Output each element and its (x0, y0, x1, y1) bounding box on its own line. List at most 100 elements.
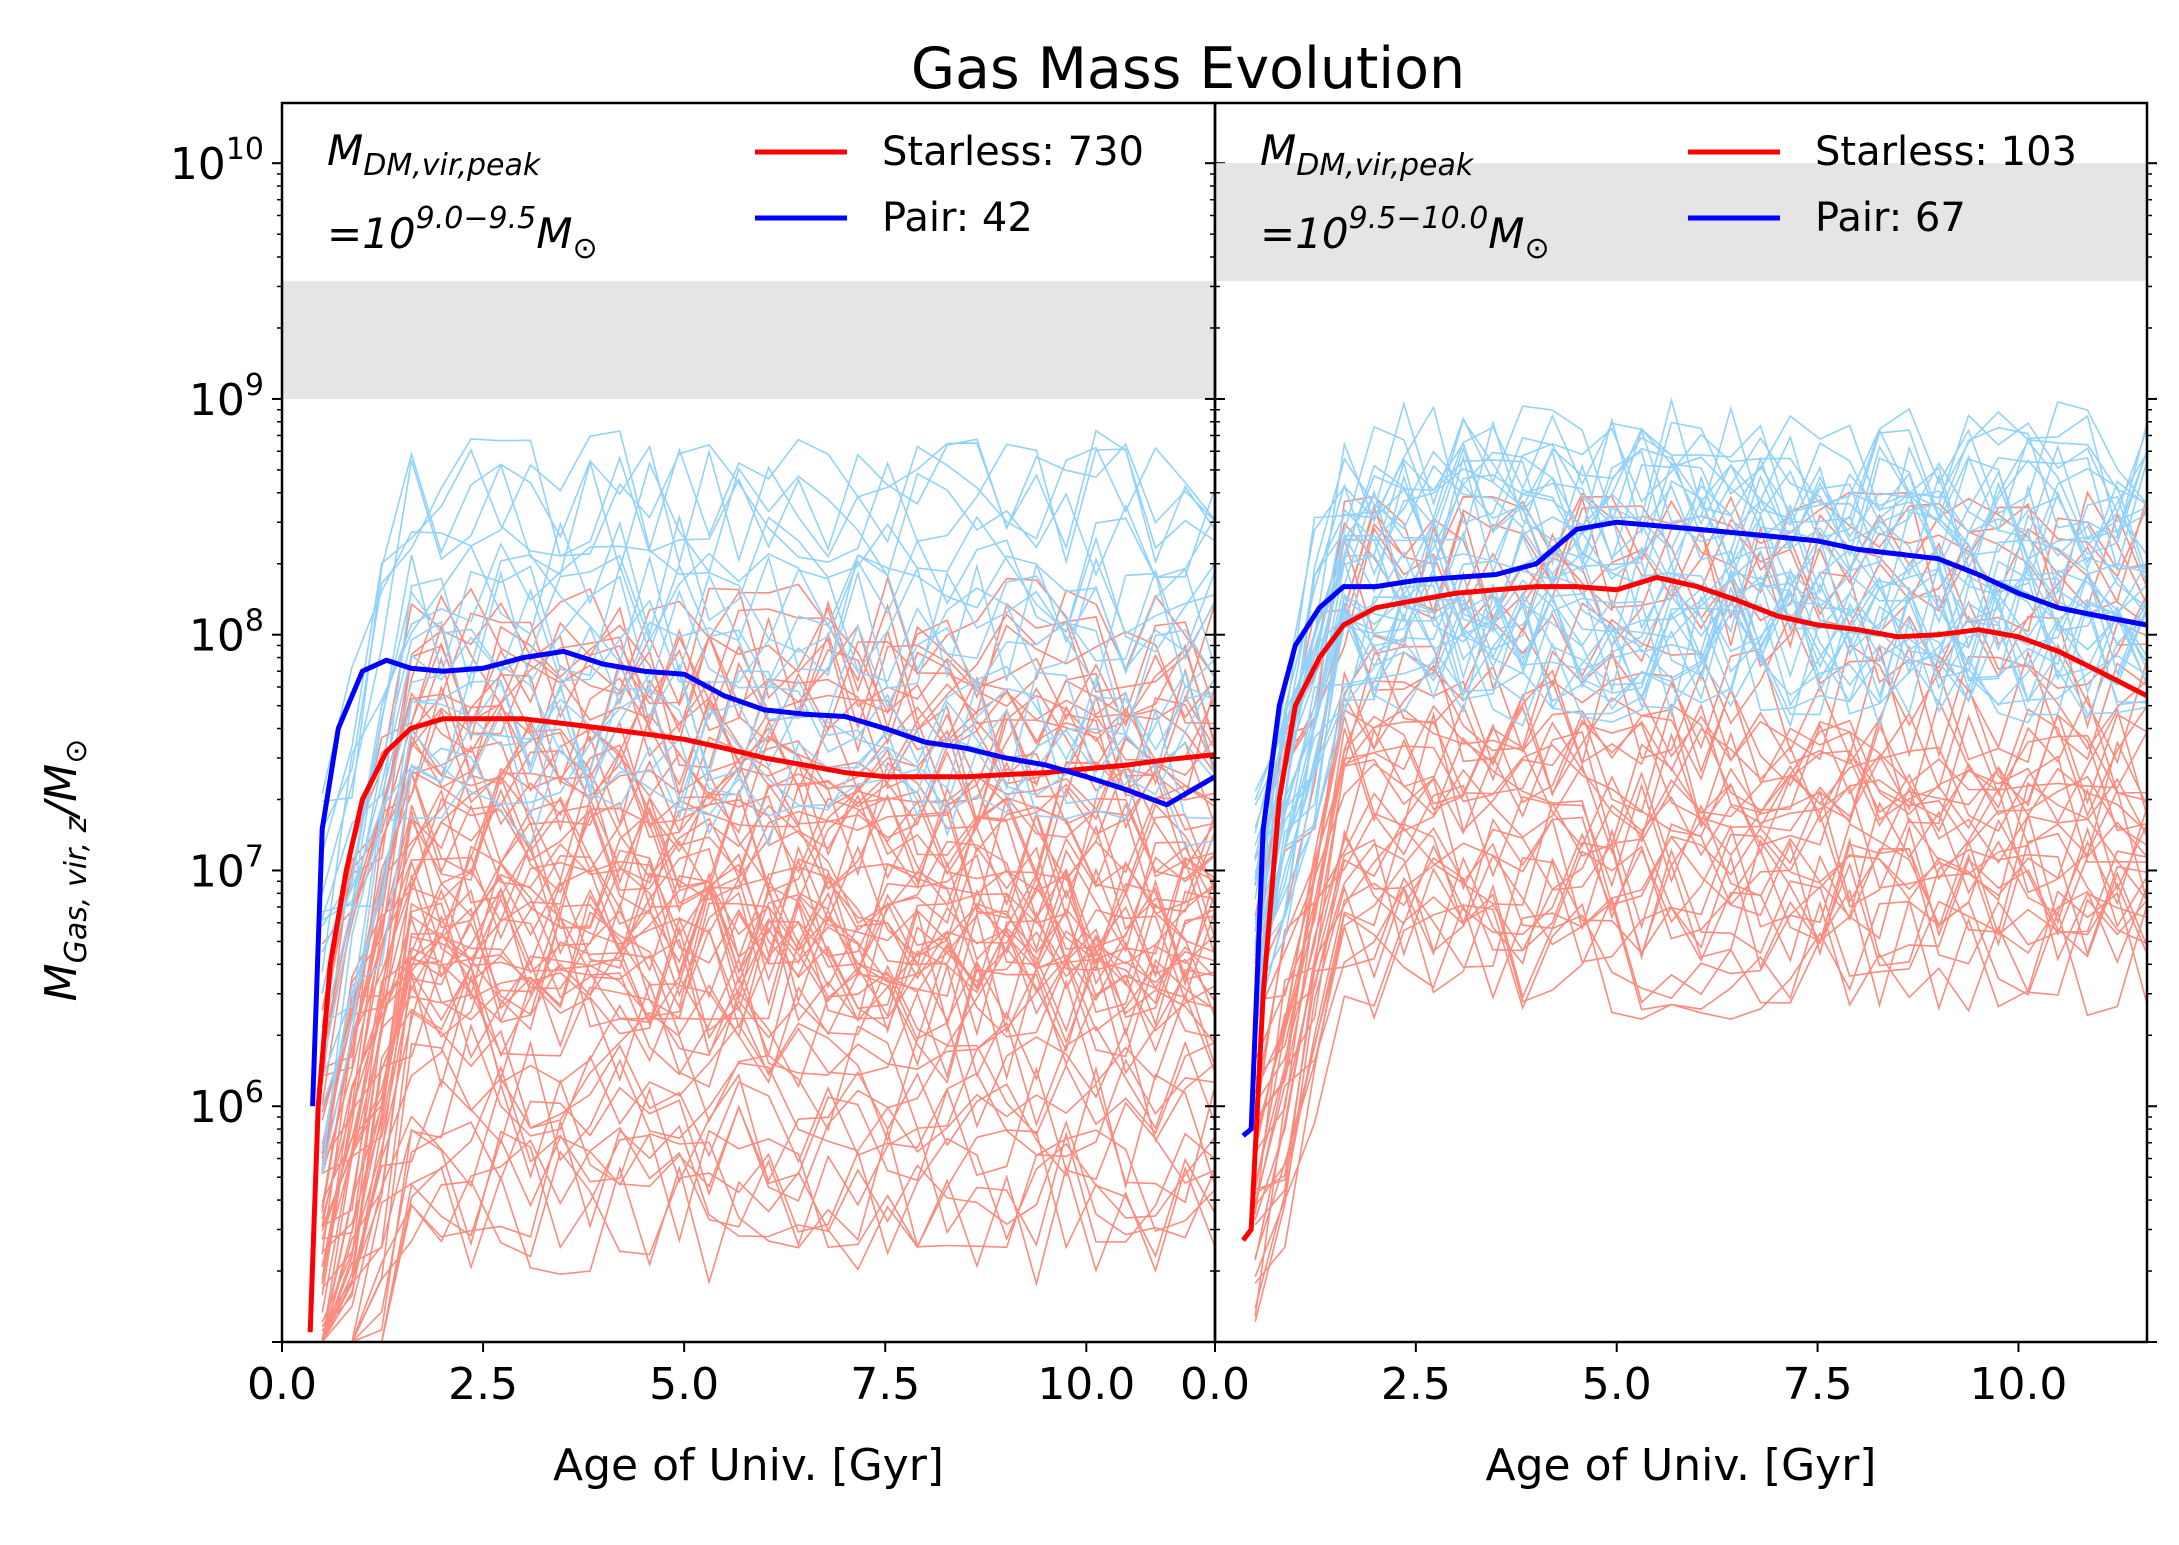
y-tick-label: 109 (189, 368, 264, 426)
y-tick-label: 107 (189, 839, 264, 897)
galaxy-track (322, 1127, 1216, 1343)
galaxy-track (321, 552, 1216, 992)
galaxy-track (1254, 684, 2148, 1143)
galaxy-track (321, 663, 1216, 1025)
galaxy-track (321, 587, 1216, 945)
galaxy-track (1254, 898, 2148, 1284)
galaxy-track (321, 840, 1216, 1280)
pair-mean-line (310, 648, 1217, 1107)
galaxy-track (321, 575, 1216, 1043)
galaxy-track (1254, 776, 2148, 1152)
galaxy-track (1254, 607, 2148, 963)
galaxy-track (1254, 842, 2148, 1309)
x-tick-label: 2.5 (1381, 1359, 1451, 1410)
galaxy-track (1254, 801, 2148, 1261)
galaxy-track (321, 968, 1216, 1328)
x-tick-label: 2.5 (448, 1359, 518, 1410)
galaxy-track (1254, 744, 2148, 1215)
galaxy-track (321, 874, 1216, 1285)
galaxy-track (322, 1137, 1216, 1343)
x-tick-label: 10.0 (1037, 1359, 1135, 1410)
galaxy-track (1254, 781, 2148, 1138)
galaxy-track (321, 810, 1216, 1267)
galaxy-track (322, 1039, 1216, 1343)
galaxy-track (321, 459, 1216, 894)
x-tick-label: 7.5 (850, 1359, 920, 1410)
galaxy-track (321, 901, 1216, 1340)
galaxy-track (1254, 811, 2148, 1207)
x-axis-label: Age of Univ. [Gyr] (1486, 1440, 1877, 1491)
galaxy-track (322, 1118, 1216, 1343)
galaxy-track (322, 553, 1216, 913)
axes-frame (1213, 101, 2149, 1344)
galaxy-track (1254, 397, 2148, 801)
galaxy-track (321, 907, 1216, 1343)
galaxy-track (1254, 824, 2148, 1191)
galaxy-track (1254, 836, 2148, 1226)
shaded-band (1215, 163, 2147, 282)
galaxy-track (1254, 584, 2148, 952)
galaxy-track (321, 911, 1216, 1323)
chart-title: Gas Mass Evolution (911, 36, 1465, 102)
galaxy-track (1254, 510, 2148, 885)
x-tick-label: 5.0 (649, 1359, 719, 1410)
starless-mean-line (307, 716, 1216, 1333)
galaxy-track (321, 438, 1216, 830)
mass-range-annotation-line2: =109.5−10.0M⊙ (1260, 201, 1550, 266)
galaxy-track (321, 760, 1216, 1175)
galaxy-track (321, 759, 1216, 1162)
galaxy-track (1254, 720, 2148, 1105)
galaxy-track (1254, 711, 2148, 1184)
y-tick-label: 106 (189, 1075, 264, 1133)
galaxy-track (1254, 419, 2148, 792)
galaxy-track (1254, 727, 2148, 1122)
galaxy-track (1254, 847, 2148, 1204)
galaxy-track (321, 925, 1216, 1343)
shaded-band (282, 281, 1215, 399)
galaxy-track (1254, 672, 2148, 1122)
galaxy-track (1254, 546, 2148, 1016)
galaxy-track (1254, 410, 2148, 880)
individual-track-group (321, 429, 1216, 1343)
panel-2: 0.0 2.5 5.0 7.5 10.0 Age of Univ. [Gyr] MDM,vi… (1180, 101, 2157, 1491)
x-tick-label: 0.0 (247, 1359, 317, 1410)
individual-track-group (1254, 397, 2148, 1322)
galaxy-track (321, 443, 1216, 854)
galaxy-track (1254, 900, 2148, 1258)
galaxy-track (1254, 467, 2148, 932)
galaxy-track (1254, 835, 2148, 1194)
galaxy-track (321, 1044, 1216, 1343)
galaxy-track (321, 958, 1216, 1332)
legend-label: Starless: 730 (882, 129, 1144, 175)
galaxy-track (1254, 849, 2148, 1317)
x-axis-label: Age of Univ. [Gyr] (553, 1440, 944, 1491)
galaxy-track (321, 563, 1216, 921)
galaxy-track (1254, 693, 2148, 1061)
galaxy-track (1254, 456, 2148, 860)
galaxy-track (321, 703, 1216, 1174)
galaxy-track (321, 788, 1216, 1203)
x-tick-label: 10.0 (1969, 1359, 2067, 1410)
y-tick-label: 108 (189, 604, 264, 662)
galaxy-track (1254, 450, 2148, 900)
galaxy-track (1254, 707, 2148, 1093)
galaxy-track (321, 711, 1216, 1077)
mass-range-annotation-line1: MDM,vir,peak (327, 126, 542, 183)
galaxy-track (1254, 445, 2148, 874)
galaxy-track (321, 669, 1216, 1036)
galaxy-track (1254, 593, 2148, 1029)
panels: 0.0 2.5 5.0 7.5 10.0 Age of Univ. [Gyr] 106 107… (170, 101, 2157, 1491)
galaxy-track (1254, 703, 2148, 1080)
galaxy-track (321, 887, 1216, 1343)
galaxy-track (322, 1126, 1216, 1343)
galaxy-track (1254, 436, 2148, 806)
galaxy-track (1254, 414, 2148, 828)
galaxy-track (1254, 454, 2148, 834)
mass-range-annotation-line1: MDM,vir,peak (1260, 126, 1475, 183)
x-tick-label: 0.0 (1180, 1359, 1250, 1410)
y-tick-label: 1010 (170, 132, 264, 190)
x-tick-label: 5.0 (1582, 1359, 1652, 1410)
galaxy-track (1254, 560, 2148, 1028)
galaxy-track (321, 720, 1216, 1171)
